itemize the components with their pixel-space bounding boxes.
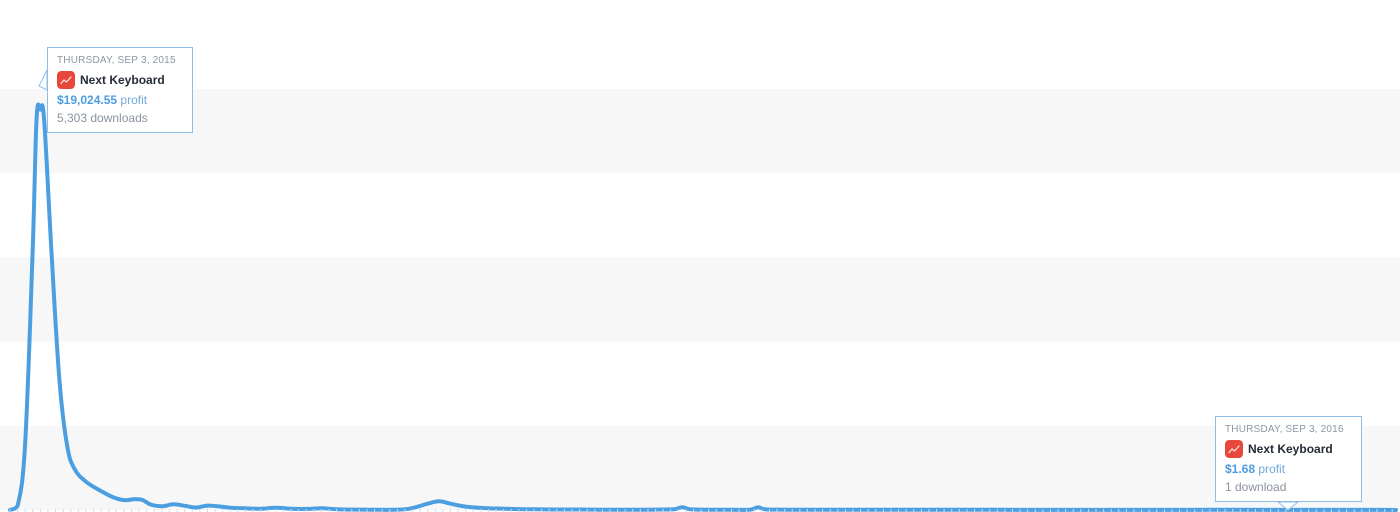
tooltip-downloads: 1 download [1225,480,1287,494]
grid-band [0,425,1400,510]
next-keyboard-app-icon [57,71,75,89]
tooltip-profit-suffix: profit [1258,462,1286,476]
tooltip-profit-value: $1.68 [1225,462,1256,476]
tooltip-peak: THURSDAY, SEP 3, 2015 Next Keyboard $19,… [47,47,193,133]
tooltip-date: THURSDAY, SEP 3, 2015 [57,55,176,66]
next-keyboard-app-icon [1225,440,1243,458]
tooltip-pointer-0 [38,69,48,91]
tooltip-date: THURSDAY, SEP 3, 2016 [1225,424,1344,435]
tooltip-pointer-1 [1276,501,1300,511]
tooltip-profit-suffix: profit [120,93,148,107]
line-series-layer [8,102,1398,512]
tooltip-downloads: 5,303 downloads [57,111,148,125]
tooltip-app-name: Next Keyboard [80,73,165,87]
tooltip-profit-value: $19,024.55 [57,93,118,107]
grid-band [0,257,1400,342]
tooltip-app-row: Next Keyboard [1225,440,1352,458]
grid-band [0,89,1400,174]
grid-bands [0,89,1400,510]
tooltip-app-name: Next Keyboard [1248,442,1333,456]
tooltip-profit-row: $19,024.55 profit [57,92,183,108]
tooltip-app-row: Next Keyboard [57,71,183,89]
tooltip-profit-row: $1.68 profit [1225,461,1352,477]
tooltip-end: THURSDAY, SEP 3, 2016 Next Keyboard $1.6… [1215,416,1362,502]
series-line-0[interactable] [8,102,1398,512]
